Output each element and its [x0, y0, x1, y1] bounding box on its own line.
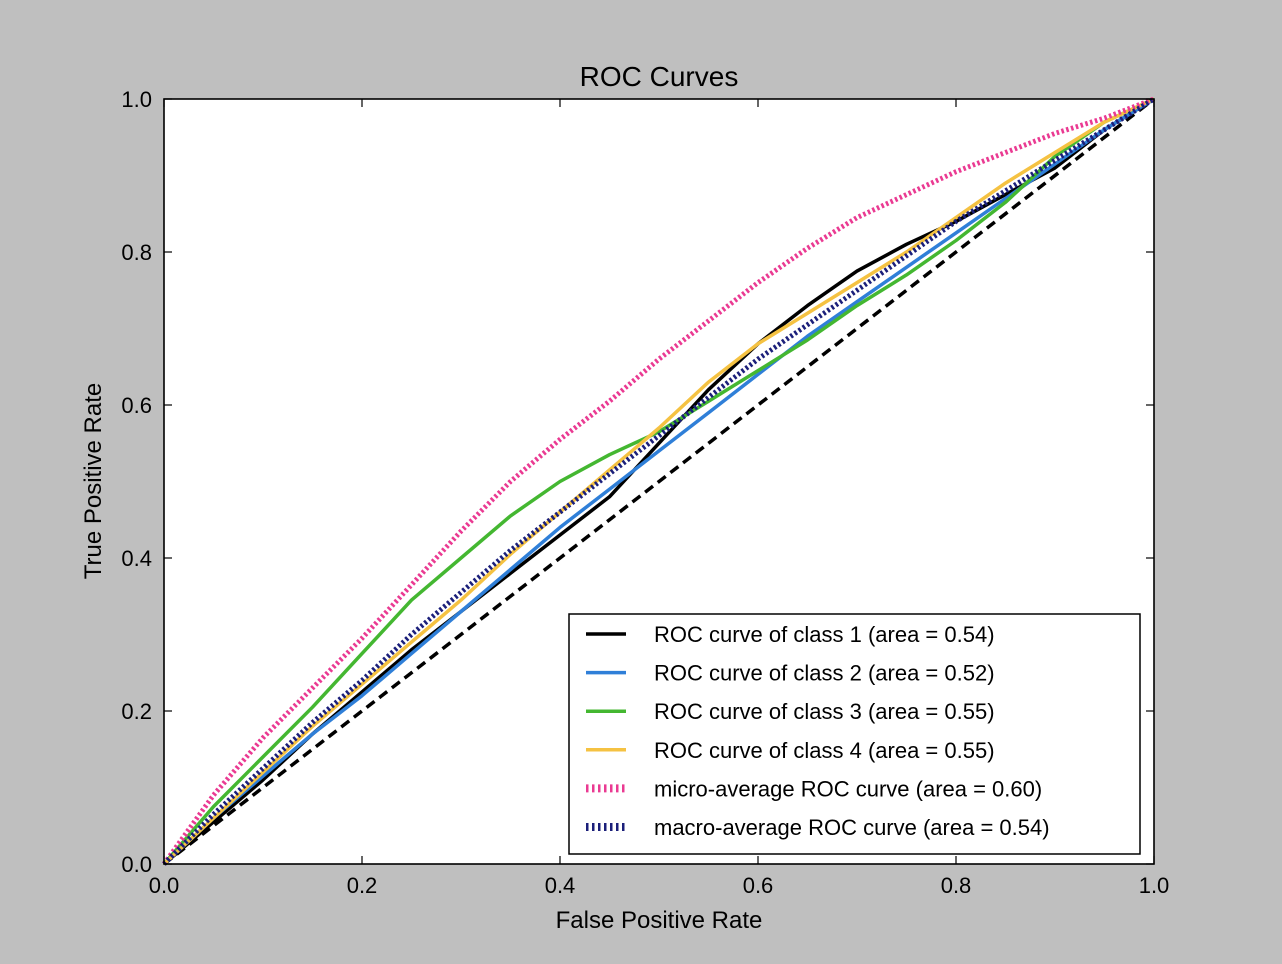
series-line-4	[162, 97, 1155, 866]
x-tick-label: 0.6	[743, 873, 774, 898]
legend-label-5: micro-average ROC curve (area = 0.60)	[654, 776, 1042, 801]
x-tick-label: 0.2	[347, 873, 378, 898]
legend-label-2: ROC curve of class 2 (area = 0.52)	[654, 661, 995, 686]
y-tick-label: 1.0	[121, 87, 152, 112]
reference-diagonal-line	[162, 97, 1156, 866]
legend-label-1: ROC curve of class 1 (area = 0.54)	[654, 622, 995, 647]
curves-layer	[161, 96, 1156, 866]
legend-label-4: ROC curve of class 4 (area = 0.55)	[654, 738, 995, 763]
y-tick-label: 0.4	[121, 546, 152, 571]
legend-box	[568, 613, 1141, 855]
legend: ROC curve of class 1 (area = 0.54) ROC cu…	[568, 613, 1141, 855]
ticks-layer: 0.0 0.2 0.4 0.6 0.8 1.0 0.0 0.2 0.4 0.6 0.8 1.0	[121, 87, 1169, 898]
plot-frame	[163, 98, 1155, 865]
y-tick-label: 0.2	[121, 699, 152, 724]
y-tick-label: 0.6	[121, 393, 152, 418]
chart-title: ROC Curves	[580, 61, 739, 92]
series-line-3	[162, 97, 1155, 866]
series-line-2	[162, 97, 1155, 866]
x-axis-label: False Positive Rate	[556, 907, 763, 934]
series-line-6	[162, 96, 1156, 866]
y-tick-label: 0.0	[121, 852, 152, 877]
x-tick-label: 0.8	[941, 873, 972, 898]
y-axis-label: True Positive Rate	[80, 383, 107, 580]
legend-label-6: macro-average ROC curve (area = 0.54)	[654, 815, 1050, 840]
legend-label-3: ROC curve of class 3 (area = 0.55)	[654, 699, 995, 724]
x-tick-label: 0.0	[149, 873, 180, 898]
y-tick-label: 0.8	[121, 240, 152, 265]
x-tick-label: 0.4	[545, 873, 576, 898]
x-tick-label: 1.0	[1139, 873, 1170, 898]
